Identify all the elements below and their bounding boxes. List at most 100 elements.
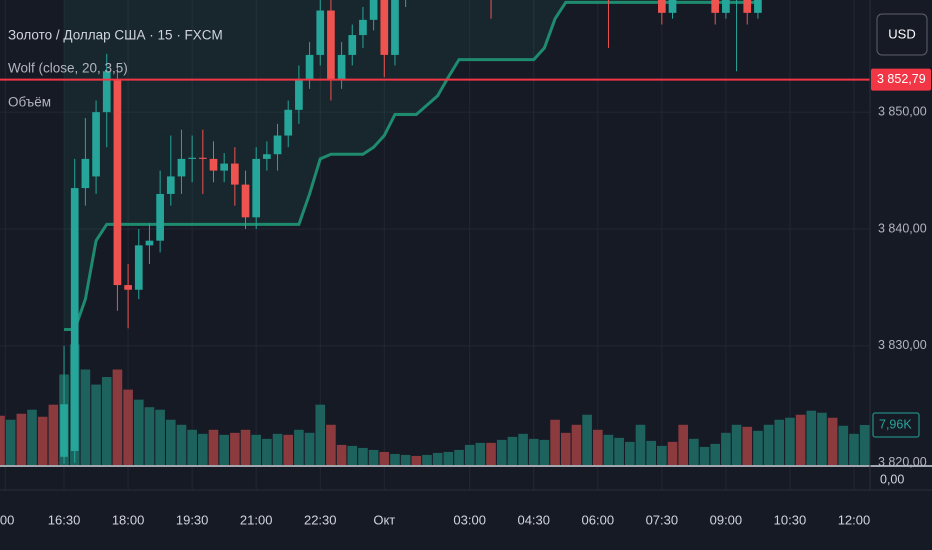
- candle-body: [198, 157, 207, 159]
- volume-bar: [304, 432, 315, 465]
- volume-bar: [571, 424, 582, 465]
- x-tick-label: Окт: [373, 512, 395, 527]
- volume-bar: [518, 433, 528, 465]
- volume-bar: [539, 439, 550, 465]
- volume-bar: [859, 424, 870, 465]
- candle-body: [60, 404, 68, 457]
- volume-bar: [208, 429, 219, 465]
- volume-bar: [560, 432, 571, 465]
- candle-body: [327, 10, 335, 80]
- volume-bar: [219, 434, 229, 465]
- volume-bar: [48, 404, 59, 465]
- y-tick-label: 3 820,00: [878, 455, 927, 469]
- volume-bar: [80, 369, 91, 465]
- volume-bar: [827, 417, 838, 465]
- candle-body: [273, 135, 282, 155]
- x-tick-label: 19:30: [176, 512, 209, 527]
- x-tick-label: 16:30: [48, 512, 81, 527]
- x-tick-label: 12:00: [838, 512, 871, 527]
- candle-body: [316, 10, 325, 55]
- volume-bar: [379, 451, 390, 465]
- x-tick-label: 07:30: [646, 512, 679, 527]
- x-tick-label: 03:00: [453, 512, 486, 527]
- volume-bar: [144, 407, 155, 465]
- volume-bar: [198, 433, 208, 465]
- volume-bar: [176, 424, 187, 465]
- volume-bar: [16, 413, 27, 465]
- band-fill: [64, 0, 758, 330]
- x-tick-label: 18:00: [112, 512, 145, 527]
- volume-bar: [625, 441, 635, 465]
- volume-bar: [155, 409, 165, 465]
- volume-bar: [486, 442, 496, 465]
- candle-body: [722, 0, 730, 13]
- candle-body: [102, 71, 111, 113]
- volume-bar: [326, 424, 336, 465]
- volume-bar: [710, 443, 721, 465]
- candle-body: [305, 54, 314, 80]
- volume-bar: [838, 425, 849, 465]
- x-tick-label: 10:30: [774, 512, 807, 527]
- volume-bar: [432, 452, 443, 465]
- volume-bar: [336, 444, 347, 465]
- indicator-label: Wolf (close, 20, 3,5): [8, 61, 128, 76]
- candle-body: [134, 245, 143, 290]
- x-tick-label: 22:30: [304, 512, 337, 527]
- volume-bar: [678, 424, 688, 465]
- volume-bar: [507, 436, 518, 465]
- candle-body: [711, 0, 720, 13]
- volume-bar: [774, 419, 785, 465]
- volume-label-box: [872, 412, 920, 438]
- candle-body: [166, 176, 175, 194]
- volume-label: Объём: [8, 95, 51, 110]
- candle-body: [380, 0, 389, 55]
- volume-bar: [582, 414, 592, 465]
- candle-body: [337, 54, 346, 80]
- grid: [0, 0, 870, 490]
- plot-area: [0, 0, 870, 465]
- last-price-box: [871, 68, 931, 91]
- candle-body: [252, 158, 261, 218]
- volume-bar: [112, 369, 123, 465]
- candle-body: [263, 154, 271, 159]
- volume-bar: [454, 449, 464, 465]
- candle-body: [177, 158, 186, 177]
- band-line: [64, 0, 758, 331]
- volume-bar: [528, 438, 539, 465]
- candle-body: [92, 112, 100, 177]
- volume-bar: [592, 429, 603, 465]
- x-tick-label: 09:00: [710, 512, 743, 527]
- candle-body: [743, 0, 752, 13]
- volume-bar: [785, 417, 795, 465]
- volume-bar: [411, 455, 422, 465]
- candle-body: [284, 109, 293, 136]
- x-tick-label: :00: [0, 512, 14, 527]
- volume-bar: [849, 433, 859, 465]
- volume-bar: [753, 430, 763, 465]
- volume-bar: [27, 409, 37, 465]
- candle-body: [391, 0, 399, 55]
- volume-bar: [101, 377, 112, 465]
- volume-bar: [422, 454, 432, 465]
- volume-bar: [614, 437, 624, 465]
- candle-body: [145, 240, 154, 246]
- volume-bar: [657, 445, 667, 465]
- currency-label[interactable]: USD: [888, 26, 915, 41]
- candle-body: [188, 157, 196, 159]
- volume-bar: [496, 439, 507, 465]
- volume-bar: [240, 429, 251, 465]
- y-tick-label: 3 850,00: [878, 104, 927, 118]
- candle-body: [209, 158, 218, 171]
- volume-bar: [390, 453, 400, 465]
- candle-body: [657, 0, 666, 13]
- currency-button[interactable]: [876, 13, 928, 56]
- volume-bar: [368, 449, 379, 465]
- volume-bar: [763, 424, 774, 465]
- volume-bar: [443, 451, 454, 465]
- volume-bar: [817, 412, 827, 465]
- volume-bar: [5, 419, 16, 465]
- candle-body: [369, 0, 378, 20]
- volume-bar: [230, 432, 240, 465]
- y-tick-label: 3 830,00: [878, 338, 927, 352]
